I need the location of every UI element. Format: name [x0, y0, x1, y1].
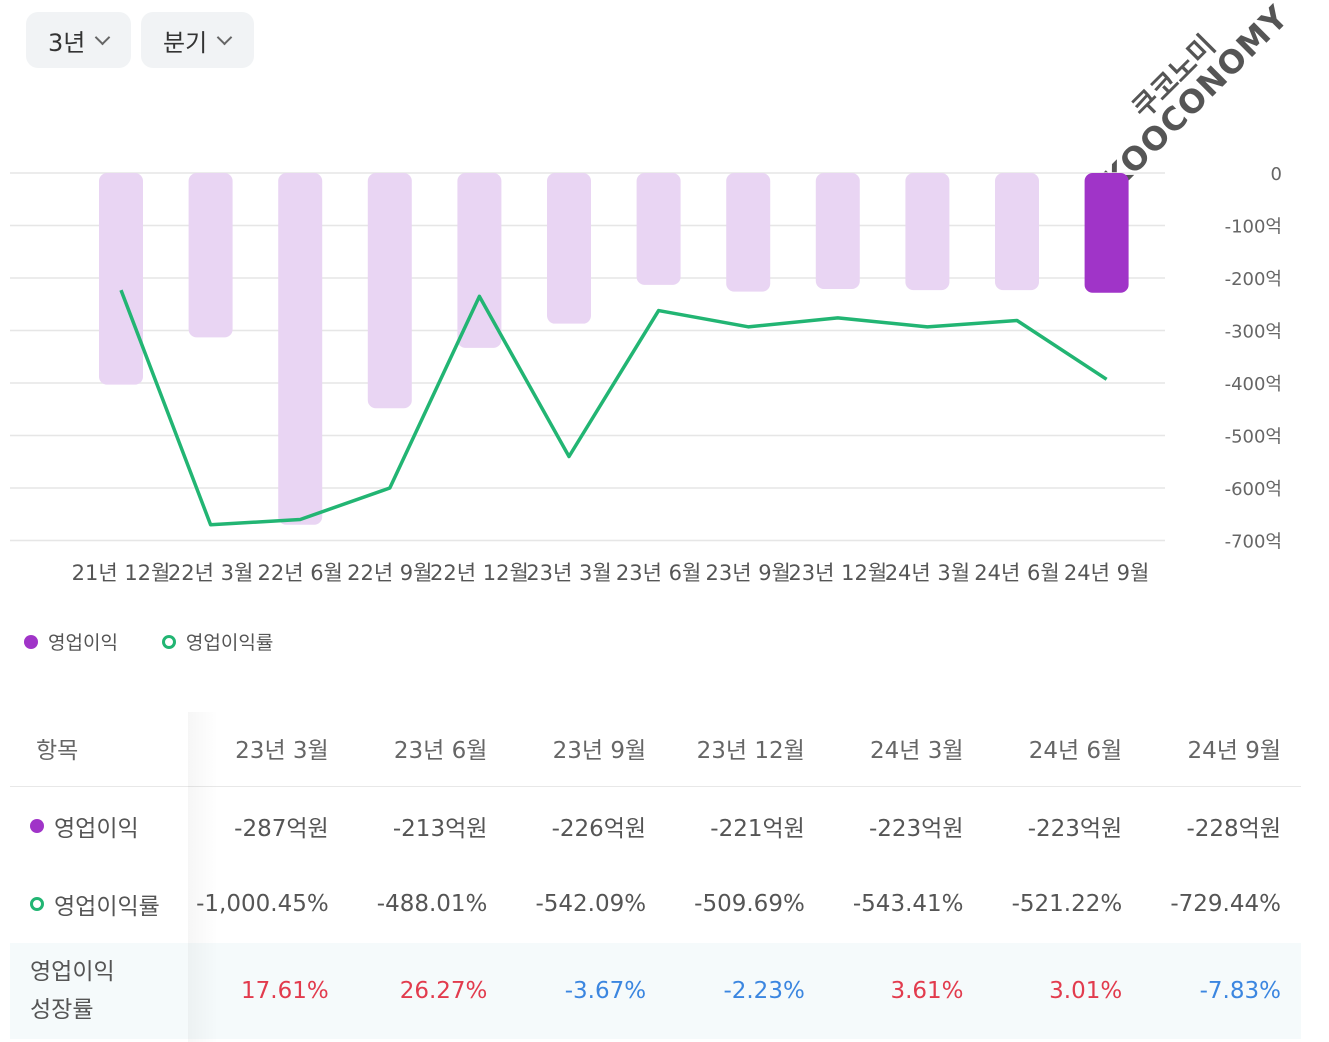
y-tick-label: -400억	[1225, 374, 1282, 395]
x-tick-label: 22년 12월	[430, 561, 529, 585]
x-tick-label: 24년 6월	[974, 561, 1059, 585]
bar	[457, 173, 502, 348]
x-tick-label: 21년 12월	[72, 561, 171, 585]
row-label: 영업이익	[54, 816, 139, 842]
bar	[995, 173, 1039, 291]
x-tick-label: 24년 3월	[885, 561, 970, 585]
table-header-period: 24년 3월	[824, 710, 984, 787]
table-row-operating-profit: 영업이익 -287억원 -213억원 -226억원 -221억원 -223억원 …	[10, 787, 1301, 866]
table-cell: -213억원	[392, 816, 488, 842]
period-dropdown[interactable]: 3년	[26, 12, 131, 68]
bar	[726, 173, 771, 292]
bar	[367, 173, 412, 409]
table-cell: -509.69%	[694, 891, 805, 917]
bar	[905, 173, 950, 291]
y-tick-label: -500억	[1225, 427, 1282, 448]
table-header-period: 23년 6월	[348, 710, 508, 787]
x-tick-label: 23년 12월	[788, 561, 887, 585]
chevron-down-icon	[216, 29, 233, 45]
table-cell: 17.61%	[190, 943, 349, 1039]
bar	[636, 173, 681, 285]
filled-circle-icon	[30, 819, 44, 833]
financial-table: 항목 23년 3월 23년 6월 23년 9월 23년 12월 24년 3월 2…	[10, 710, 1301, 1039]
table-cell: 26.27%	[348, 943, 508, 1039]
table-cell: -223억원	[868, 816, 964, 842]
table-header-period: 23년 3월	[190, 710, 349, 787]
table-cell: -521.22%	[1011, 891, 1123, 917]
table-cell: -542.09%	[535, 891, 647, 917]
legend-label: 영업이익률	[185, 632, 274, 654]
bar	[1084, 173, 1129, 293]
row-label: 영업이익률	[54, 894, 160, 920]
chart-legend: 영업이익 영업이익률	[24, 628, 273, 655]
bar	[188, 173, 233, 338]
bar	[278, 173, 323, 525]
table-row-operating-margin: 영업이익률 -1,000.45% -488.01% -542.09% -509.…	[10, 865, 1301, 943]
bar	[815, 173, 860, 290]
table-cell: -226억원	[551, 816, 647, 842]
margin-line	[119, 289, 1108, 527]
y-tick-label: 0	[1271, 164, 1282, 185]
interval-dropdown-value: 분기	[163, 28, 208, 57]
table-header-item: 항목	[10, 710, 190, 787]
table-header-period: 23년 9월	[507, 710, 667, 787]
table-row-profit-growth: 영업이익 성장률 17.61% 26.27% -3.67% -2.23% 3.6…	[10, 943, 1301, 1039]
table-header-row: 항목 23년 3월 23년 6월 23년 9월 23년 12월 24년 3월 2…	[10, 710, 1301, 787]
ring-circle-icon	[30, 897, 44, 911]
x-tick-label: 23년 3월	[526, 561, 611, 585]
table-header-period: 24년 9월	[1142, 710, 1301, 787]
filled-circle-icon	[24, 634, 38, 649]
chevron-down-icon	[95, 29, 111, 45]
interval-dropdown[interactable]: 분기	[141, 12, 254, 68]
x-tick-label: 23년 9월	[705, 561, 790, 585]
table-cell: -3.67%	[507, 943, 667, 1039]
period-dropdown-value: 3년	[48, 28, 86, 57]
legend-item-operating-profit[interactable]: 영업이익	[24, 628, 118, 655]
table-cell: -488.01%	[376, 891, 488, 917]
y-tick-label: -600억	[1225, 479, 1282, 500]
operating-profit-chart: 0 -100억 -200억 -300억 -400억 -500억 -600억 -700억 21년…	[10, 164, 1282, 585]
table-cell: -1,000.45%	[196, 891, 329, 917]
table-header-period: 24년 6월	[983, 710, 1143, 787]
bar	[99, 173, 143, 385]
ring-circle-icon	[161, 634, 176, 649]
x-tick-label: 22년 3월	[168, 561, 253, 585]
row-label: 영업이익 성장률	[30, 959, 115, 1023]
table-cell: -287억원	[234, 816, 329, 842]
x-tick-label: 22년 6월	[257, 561, 342, 585]
table-header-period: 23년 12월	[666, 710, 825, 787]
x-tick-label: 23년 6월	[616, 561, 701, 585]
table-cell: 3.01%	[983, 943, 1143, 1039]
table-cell: -543.41%	[852, 891, 964, 917]
table-cell: -228억원	[1186, 816, 1281, 842]
y-tick-label: -300억	[1225, 322, 1282, 343]
legend-item-operating-margin[interactable]: 영업이익률	[161, 628, 274, 655]
table-cell: -223억원	[1027, 816, 1123, 842]
table-cell: 3.61%	[824, 943, 984, 1039]
bar	[547, 173, 591, 324]
y-tick-label: -700억	[1225, 532, 1282, 553]
x-tick-label: 24년 9월	[1064, 561, 1149, 585]
table-cell: -729.44%	[1170, 891, 1281, 917]
y-tick-label: -100억	[1225, 217, 1282, 238]
table-cell: -7.83%	[1142, 943, 1301, 1039]
table-cell: -221억원	[710, 816, 805, 842]
table-cell: -2.23%	[666, 943, 825, 1039]
legend-label: 영업이익	[48, 632, 118, 654]
y-tick-label: -200억	[1225, 269, 1282, 290]
x-tick-label: 22년 9월	[347, 561, 432, 585]
